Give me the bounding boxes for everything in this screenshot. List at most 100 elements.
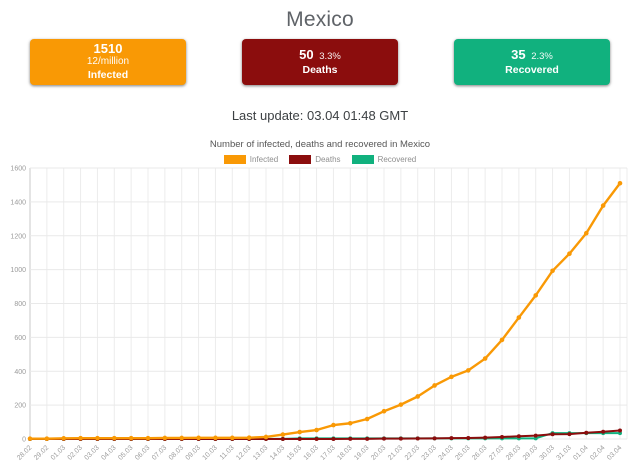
chart-points-infected [27, 180, 623, 441]
stat-cards: 1510 12/million Infected 50 3.3% Deaths … [0, 39, 640, 85]
chart-point-infected [314, 427, 319, 433]
chart-point-infected [617, 180, 623, 186]
chart-point-infected [415, 394, 421, 399]
chart-point-infected [550, 268, 555, 274]
deaths-count: 50 [299, 46, 314, 62]
chart-point-infected [432, 383, 437, 388]
chart-point-infected [61, 436, 67, 441]
chart-point-deaths [550, 432, 555, 437]
chart-point-infected [449, 374, 454, 380]
chart-point-infected [213, 435, 218, 441]
legend-label-deaths: Deaths [315, 155, 341, 164]
chart-point-deaths [398, 436, 403, 441]
chart-title: Number of infected, deaths and recovered… [209, 139, 431, 150]
chart-point-deaths [348, 436, 353, 441]
deaths-card: 50 3.3% Deaths [242, 39, 398, 85]
chart-point-infected [347, 420, 353, 426]
chart-point-infected [78, 435, 83, 441]
chart-area: 0 200 400 600 800 1000 1200 1400 1600 28.02 29.02 0… [0, 165, 640, 461]
legend-label-infected: Infected [249, 155, 279, 164]
chart-point-infected [27, 436, 33, 441]
chart-point-infected [516, 315, 522, 320]
chart-point-deaths [601, 429, 606, 434]
chart-point-infected [95, 435, 100, 441]
chart-point-deaths [500, 434, 504, 439]
chart-point-infected [263, 434, 269, 440]
chart-point-deaths [516, 434, 521, 439]
y-axis-tick-label: 400 [14, 369, 26, 376]
chart-point-deaths [280, 437, 285, 441]
chart-point-deaths [584, 430, 589, 435]
deaths-value-row: 50 3.3% [242, 46, 398, 64]
chart-point-deaths [618, 428, 622, 433]
chart-point-infected [162, 435, 168, 441]
legend-label-recovered: Recovered [377, 155, 417, 164]
recovered-percent: 2.3% [531, 50, 553, 62]
legend-swatch-infected [223, 155, 246, 164]
legend-item-infected[interactable]: Infected [223, 155, 279, 164]
chart-point-infected [398, 402, 404, 407]
chart-point-infected [567, 251, 572, 257]
chart-legend: Infected Deaths Recovered [0, 155, 640, 164]
legend-swatch-deaths [289, 155, 312, 164]
y-axis-tick-label: 1400 [10, 199, 26, 206]
infected-label: Infected [87, 68, 129, 81]
chart-point-infected [229, 435, 235, 441]
y-axis-tick-label: 1200 [10, 233, 26, 240]
chart-point-infected [297, 429, 303, 435]
infected-value-row: 1510 [30, 42, 186, 56]
chart-point-deaths [449, 436, 454, 441]
y-axis-tick-label: 1600 [10, 166, 26, 173]
legend-item-recovered[interactable]: Recovered [351, 155, 417, 164]
chart-point-deaths [415, 436, 420, 441]
legend-item-deaths[interactable]: Deaths [289, 155, 341, 164]
chart-point-infected [499, 337, 505, 343]
chart-point-infected [465, 368, 471, 373]
recovered-label: Recovered [505, 63, 559, 76]
y-axis-tick-label: 200 [14, 403, 26, 410]
chart-point-infected [196, 435, 201, 441]
chart-point-deaths [533, 433, 538, 438]
chart-point-infected [44, 436, 50, 441]
chart-point-infected [246, 435, 252, 440]
chart-point-infected [600, 203, 606, 208]
chart-point-infected [111, 435, 117, 441]
infected-card: 1510 12/million Infected [30, 39, 186, 85]
chart-point-infected [331, 422, 336, 428]
legend-swatch-recovered [351, 155, 374, 164]
chart-point-deaths [567, 432, 572, 437]
chart-point-deaths [432, 436, 437, 441]
chart-point-infected [482, 356, 488, 361]
chart-point-infected [128, 435, 134, 441]
recovered-count: 35 [511, 46, 526, 62]
chart-point-deaths [382, 436, 386, 441]
chart-point-deaths [331, 437, 336, 441]
last-update-text: Last update: 03.04 01:48 GMT [231, 108, 409, 123]
recovered-value-row: 35 2.3% [454, 46, 610, 64]
chart-point-deaths [466, 435, 471, 440]
chart-point-deaths [483, 435, 488, 440]
deaths-percent: 3.3% [319, 50, 341, 62]
chart-point-infected [533, 293, 539, 298]
chart-point-deaths [365, 436, 370, 441]
chart-point-infected [179, 435, 185, 441]
infected-per-million: 12/million [86, 56, 130, 68]
y-axis-tick-label: 800 [14, 301, 26, 308]
infected-count: 1510 [93, 41, 123, 57]
recovered-card: 35 2.3% Recovered [454, 39, 610, 85]
y-axis-tick-label: 0 [22, 437, 26, 444]
y-axis-tick-label: 600 [14, 335, 26, 342]
chart-point-deaths [314, 437, 319, 441]
y-axis-tick-label: 1000 [10, 267, 26, 274]
deaths-label: Deaths [302, 63, 338, 76]
chart-line-infected [28, 182, 622, 440]
chart-point-infected [280, 432, 286, 437]
chart-point-infected [381, 408, 387, 414]
chart-point-infected [583, 230, 589, 236]
chart-point-infected [145, 435, 151, 441]
chart-point-infected [364, 416, 370, 422]
chart-point-deaths [297, 437, 302, 441]
page-title: Mexico [286, 8, 354, 31]
